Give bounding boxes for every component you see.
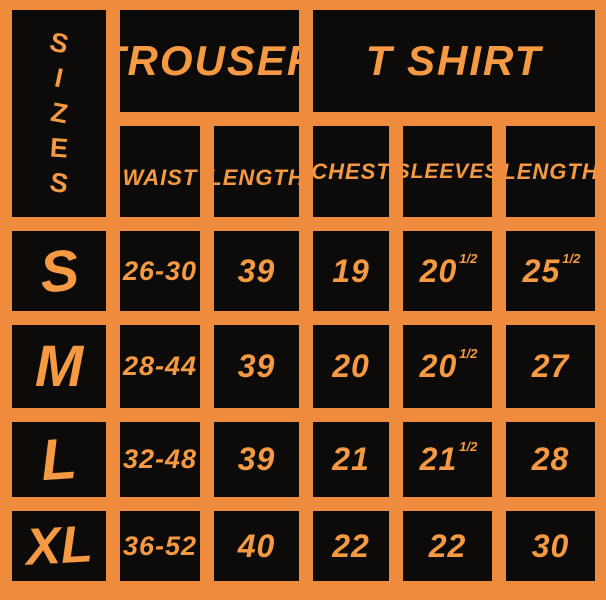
cell-xl-trouser-length: 40 (214, 511, 299, 581)
size-label: M (34, 334, 84, 399)
value: 22 (428, 527, 467, 564)
column-header-waist: WAIST (120, 126, 200, 217)
size-cell-xl: XL (12, 511, 106, 581)
fraction: 1/2 (562, 250, 581, 266)
value: 21 (332, 441, 370, 477)
tshirt-section-header: T SHIRT (313, 10, 595, 112)
value: 39 (237, 252, 276, 289)
cell-s-tshirt-length: 25 1/2 (506, 231, 595, 311)
sizes-letter: S (46, 26, 72, 60)
value: 27 (531, 348, 570, 384)
cell-m-sleeves: 20 1/2 (403, 325, 492, 408)
cell-m-trouser-length: 39 (214, 325, 299, 408)
tshirt-section-label: T SHIRT (365, 37, 543, 84)
cell-m-tshirt-length: 27 (506, 325, 595, 408)
value: 32-48 (122, 444, 198, 474)
trouser-section-label: TROUSER (120, 37, 299, 84)
value: 22 (332, 527, 370, 564)
trouser-length-label: LENGTH (214, 165, 299, 190)
size-cell-m: M (12, 325, 106, 408)
cell-xl-tshirt-length: 30 (506, 511, 595, 581)
cell-l-waist: 32-48 (120, 422, 200, 497)
sleeves-label: SLEEVES (403, 159, 492, 183)
value: 19 (332, 252, 370, 289)
sizes-header: S I Z E S (12, 10, 106, 217)
fraction: 1/2 (459, 346, 478, 361)
value: 25 (522, 252, 561, 289)
cell-s-trouser-length: 39 (214, 231, 299, 311)
value: 28 (531, 441, 570, 477)
cell-l-chest: 21 (313, 422, 389, 497)
tshirt-length-label: LENGTH (506, 158, 595, 184)
value: 39 (237, 441, 276, 477)
value: 20 (419, 348, 458, 384)
column-header-chest: CHEST (313, 126, 389, 217)
cell-l-trouser-length: 39 (214, 422, 299, 497)
cell-m-chest: 20 (313, 325, 389, 408)
size-cell-s: S (12, 231, 106, 311)
cell-s-chest: 19 (313, 231, 389, 311)
cell-l-tshirt-length: 28 (506, 422, 595, 497)
cell-m-waist: 28-44 (120, 325, 200, 408)
sizes-letter: S (47, 166, 71, 200)
chest-label: CHEST (313, 158, 389, 184)
size-cell-l: L (12, 422, 106, 497)
column-header-sleeves: SLEEVES (403, 126, 492, 217)
sizes-letter: I (52, 62, 66, 94)
column-header-tshirt-length: LENGTH (506, 126, 595, 217)
value: 20 (332, 348, 370, 384)
trouser-section-header: TROUSER (120, 10, 299, 112)
cell-s-sleeves: 20 1/2 (403, 231, 492, 311)
column-header-trouser-length: LENGTH (214, 126, 299, 217)
sizes-letter: Z (48, 96, 70, 130)
cell-xl-sleeves: 22 (403, 511, 492, 581)
cell-xl-chest: 22 (313, 511, 389, 581)
value: 40 (237, 527, 276, 564)
size-label: L (39, 425, 79, 494)
fraction: 1/2 (459, 439, 478, 454)
value: 30 (531, 527, 570, 564)
waist-label: WAIST (122, 165, 198, 190)
sizes-letter: E (48, 132, 70, 164)
value: 20 (419, 252, 458, 289)
value: 21 (419, 441, 458, 477)
value: 39 (237, 348, 276, 384)
value: 28-44 (122, 351, 198, 381)
fraction: 1/2 (459, 250, 478, 266)
cell-s-waist: 26-30 (120, 231, 200, 311)
size-label: S (36, 236, 82, 306)
cell-xl-waist: 36-52 (120, 511, 200, 581)
value: 36-52 (122, 530, 198, 561)
size-label: XL (24, 515, 94, 577)
cell-l-sleeves: 21 1/2 (403, 422, 492, 497)
value: 26-30 (122, 255, 198, 286)
